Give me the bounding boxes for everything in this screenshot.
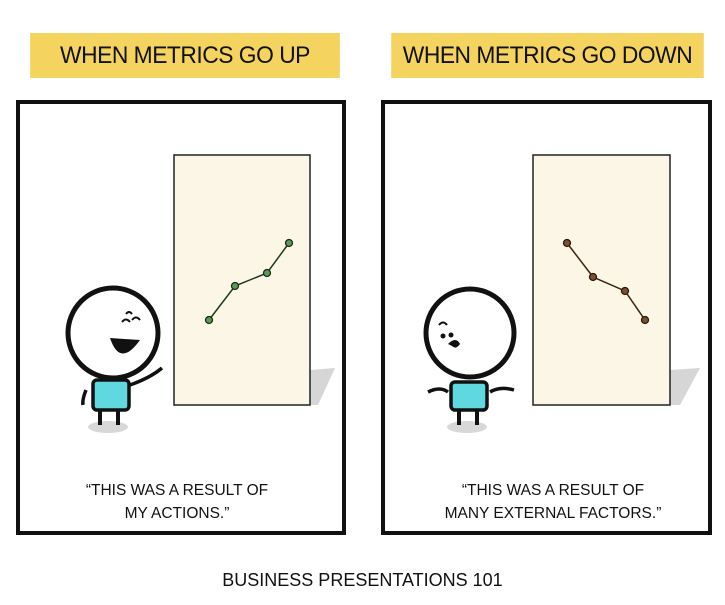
quote-line: “THIS WAS A RESULT OF (461, 482, 645, 499)
chart-points-down (562, 238, 650, 325)
point (640, 315, 650, 325)
chart-board-left (173, 154, 311, 406)
point (262, 268, 272, 278)
quote-right: “THIS WAS A RESULT OF MANY EXTERNAL FACT… (403, 479, 703, 525)
quote-left: “THIS WAS A RESULT OF MY ACTIONS.” (27, 479, 327, 525)
point (204, 315, 214, 325)
chart-points-up (204, 238, 294, 325)
happy-character (65, 285, 164, 433)
shrugging-character (423, 286, 517, 433)
point (620, 286, 630, 296)
board-shadow-left (310, 368, 335, 405)
point (562, 238, 572, 248)
chart-line-up (208, 242, 290, 321)
point (230, 281, 240, 291)
quote-line: MANY EXTERNAL FACTORS.” (444, 505, 662, 522)
header-right: WHEN METRICS GO DOWN (391, 33, 704, 78)
caption: BUSINESS PRESENTATIONS 101 (222, 570, 503, 590)
quote-line: MY ACTIONS.” (124, 505, 230, 522)
point (588, 272, 598, 282)
quote-line: “THIS WAS A RESULT OF (85, 482, 269, 499)
point (284, 238, 294, 248)
header-left: WHEN METRICS GO UP (30, 33, 340, 78)
chart-line-down (566, 242, 646, 321)
board-shadow-right (670, 368, 700, 405)
